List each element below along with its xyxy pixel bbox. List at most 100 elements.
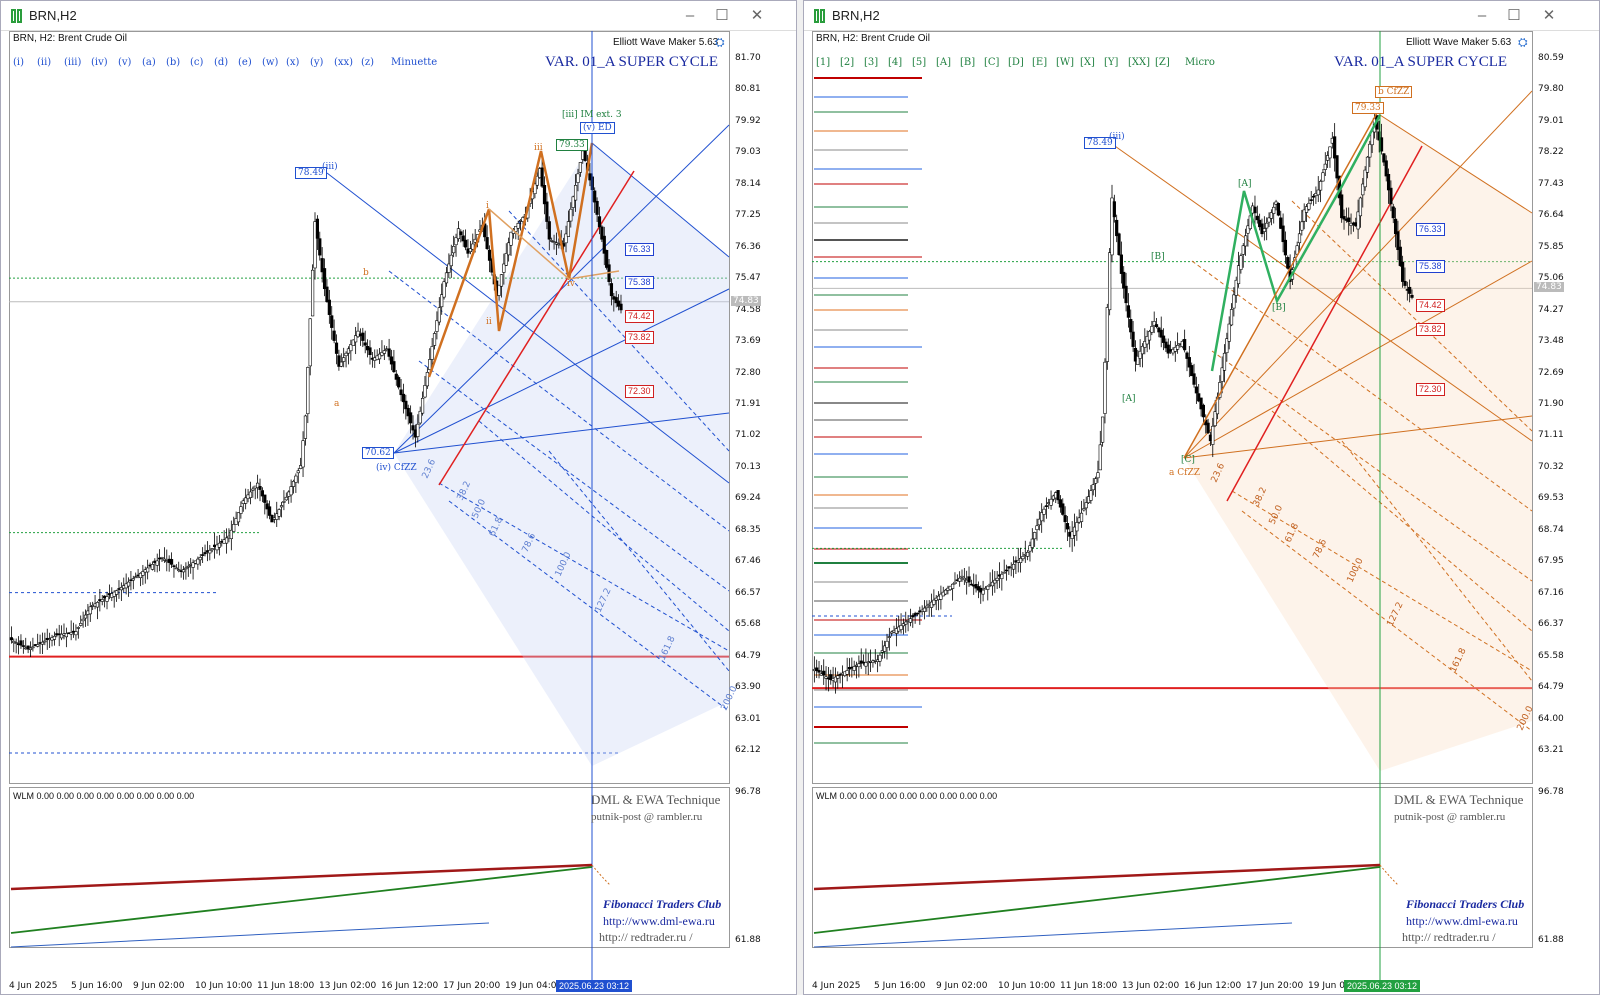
- candle-body: [294, 475, 298, 483]
- wave-degree-button[interactable]: [Y]: [1104, 57, 1119, 68]
- wave-label: [A]: [1122, 394, 1136, 404]
- wave-label: (v) ED: [580, 122, 615, 134]
- credit-link[interactable]: http://www.dml-ewa.ru: [603, 914, 715, 928]
- candle-body: [887, 636, 891, 638]
- candle-body: [162, 558, 166, 561]
- y-axis-tick: 71.90: [1538, 399, 1564, 409]
- wave-degree-button[interactable]: (x): [286, 57, 300, 68]
- degree-label[interactable]: Micro: [1185, 57, 1215, 68]
- fib-channel-line: [1211, 350, 1533, 582]
- wave-degree-button[interactable]: [D]: [1008, 57, 1024, 68]
- wave-degree-button[interactable]: (ii): [37, 57, 52, 68]
- oscillator-red-line: [813, 863, 1381, 891]
- candle-body: [224, 537, 229, 544]
- wave-degree-button[interactable]: [5]: [912, 57, 927, 68]
- candle-body: [915, 612, 920, 615]
- minimize-button[interactable]: –: [1477, 7, 1487, 24]
- wave-zigzag: [427, 142, 594, 378]
- wave-degree-button[interactable]: (d): [214, 57, 229, 68]
- wave-degree-button[interactable]: [A]: [936, 57, 952, 68]
- candle-body: [174, 567, 178, 570]
- candle-body: [516, 223, 520, 229]
- wave-degree-button[interactable]: (i): [13, 57, 25, 68]
- wave-degree-button[interactable]: (y): [310, 57, 324, 68]
- settings-icon[interactable]: ⛭: [1518, 35, 1528, 49]
- wave-degree-button[interactable]: (z): [361, 57, 375, 68]
- wave-degree-button[interactable]: (xx): [334, 57, 354, 68]
- credit-line: Fibonacci Traders Club: [603, 897, 722, 911]
- credit-link[interactable]: http://www.dml-ewa.ru: [1406, 914, 1518, 928]
- wave-degree-button[interactable]: [W]: [1056, 57, 1075, 68]
- titlebar-right[interactable]: BRN,H2 – ☐ ✕: [804, 1, 1599, 31]
- candle-body: [315, 218, 319, 239]
- candle-body: [201, 554, 205, 556]
- wave-degree-button[interactable]: [Z]: [1155, 57, 1170, 68]
- candle-body: [387, 348, 391, 357]
- y-axis-tick: 79.80: [1538, 84, 1564, 95]
- oscillator-values: WLM 0.00 0.00 0.00 0.00 0.00 0.00 0.00 0…: [13, 791, 195, 801]
- close-button[interactable]: ✕: [1542, 7, 1556, 24]
- credit-link[interactable]: http:// redtrader.ru /: [1402, 930, 1496, 944]
- wave-degree-button[interactable]: [X]: [1080, 57, 1095, 68]
- titlebar-left[interactable]: BRN,H2 – ☐ ✕: [1, 1, 796, 31]
- candle-body: [1082, 508, 1086, 511]
- candle-body: [817, 670, 821, 673]
- wave-degree-button[interactable]: (iii): [64, 57, 82, 68]
- candle-body: [962, 577, 966, 581]
- wave-degree-button[interactable]: [1]: [816, 57, 831, 68]
- maximize-button[interactable]: ☐: [1507, 7, 1521, 24]
- wave-degree-button[interactable]: [4]: [888, 57, 903, 68]
- chart-area-right[interactable]: 23.6 38.2 50.0 61.8 78.6 100.0 127.2 161.8 200.0…: [812, 31, 1594, 992]
- candle-body: [1159, 329, 1163, 338]
- wave-label: [A]: [1238, 179, 1252, 189]
- y-axis-tick: 63.01: [735, 713, 761, 724]
- close-button[interactable]: ✕: [750, 7, 764, 24]
- candle-body: [1185, 352, 1189, 359]
- candle-body: [435, 320, 439, 332]
- wave-degree-button[interactable]: (b): [166, 57, 181, 68]
- candle-body: [327, 299, 331, 315]
- candle-body: [239, 506, 243, 514]
- wave-degree-button[interactable]: (c): [190, 57, 204, 68]
- wave-degree-button[interactable]: (a): [142, 57, 156, 68]
- chart-window-left[interactable]: BRN,H2 – ☐ ✕ 23.6 38.2 50.0 61.8 78.6 100.0 12…: [0, 0, 797, 995]
- oscillator-green-line: [10, 866, 593, 934]
- chart-area-left[interactable]: 23.6 38.2 50.0 61.8 78.6 100.0 127.2 161.8 200.0…: [9, 31, 791, 992]
- wave-degree-button[interactable]: [B]: [960, 57, 976, 68]
- minimize-button[interactable]: –: [685, 7, 695, 24]
- wave-degree-button[interactable]: (iv): [91, 57, 108, 68]
- wave-degree-button[interactable]: [2]: [840, 57, 855, 68]
- maximize-button[interactable]: ☐: [715, 7, 729, 24]
- credit-link[interactable]: http:// redtrader.ru /: [599, 930, 693, 944]
- wave-degree-button[interactable]: [3]: [864, 57, 879, 68]
- y-axis-tick: 69.24: [735, 493, 761, 504]
- candle-body: [105, 596, 109, 602]
- window-title: BRN,H2: [29, 8, 77, 23]
- candle-body: [569, 208, 573, 222]
- y-axis-tick: 72.80: [735, 367, 761, 378]
- candle-body: [36, 644, 40, 647]
- candle-body: [1044, 505, 1048, 507]
- candle-body: [19, 640, 23, 646]
- fib-channel-fill: [1184, 115, 1532, 771]
- settings-icon[interactable]: ⛭: [715, 35, 725, 49]
- candle-body: [925, 605, 929, 609]
- candle-body: [1213, 411, 1217, 427]
- candle-body: [552, 241, 556, 243]
- candle-body: [339, 361, 343, 367]
- chart-window-right[interactable]: BRN,H2 – ☐ ✕ 23.6 38.2 50.0 61.8 78.6 100.0 12…: [803, 0, 1600, 995]
- wave-degree-button[interactable]: [XX]: [1128, 57, 1151, 68]
- wave-label: [iii] IM ext. 3: [562, 110, 622, 120]
- wave-degree-button[interactable]: (e): [238, 57, 252, 68]
- degree-label[interactable]: Minuette: [391, 57, 438, 68]
- candle-body: [12, 640, 16, 644]
- credit-line: DML & EWA Technique: [591, 792, 721, 807]
- osc-y-tick: 96.78: [735, 787, 761, 797]
- candle-body: [411, 425, 415, 431]
- wave-degree-button[interactable]: (w): [262, 57, 279, 68]
- wave-degree-button[interactable]: [E]: [1032, 57, 1048, 68]
- wave-degree-button[interactable]: [C]: [984, 57, 1000, 68]
- wave-degree-button[interactable]: (v): [118, 57, 132, 68]
- candle-body: [576, 173, 580, 183]
